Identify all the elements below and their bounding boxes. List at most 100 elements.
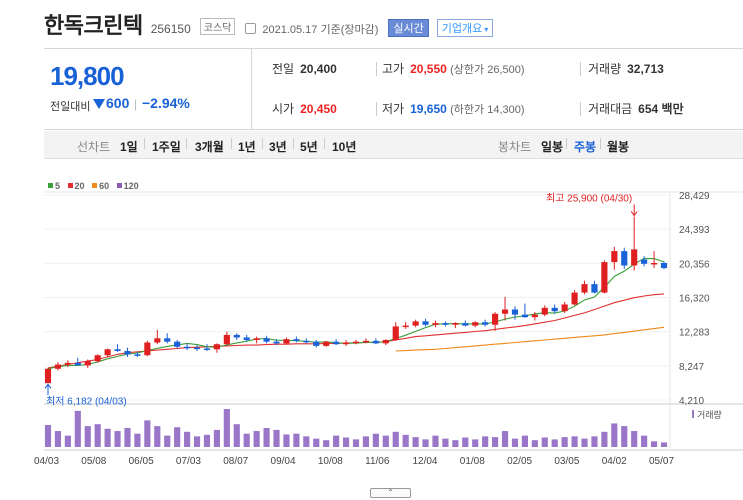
volume-bar: [521, 435, 528, 447]
volume-bar: [551, 439, 558, 447]
tab-3years[interactable]: 3년: [269, 140, 287, 154]
open-label: 시가: [272, 102, 295, 116]
open-value: 20,450: [300, 102, 337, 116]
chart-grid: [44, 191, 743, 451]
ma60-line: [395, 326, 665, 352]
tab-3months[interactable]: 3개월: [195, 140, 224, 154]
volume-bar: [94, 424, 101, 447]
volume-bar: [54, 431, 62, 447]
volume-bar: [561, 437, 568, 447]
x-tick-label: 04/02: [602, 456, 627, 467]
ma-legend: 5 20 60 120: [48, 181, 144, 191]
tab-monthly[interactable]: 월봉: [607, 140, 630, 154]
tab-divider: [293, 138, 294, 149]
candle-body: [253, 338, 260, 340]
lower-limit: (하한가 14,300): [450, 104, 525, 116]
volume-bar: [372, 433, 379, 447]
candle-body: [313, 341, 320, 346]
x-tick-label: 05/07: [649, 456, 674, 467]
y-tick-label: 12,283: [679, 328, 710, 339]
ma5-line: [47, 257, 665, 370]
candle-body: [382, 339, 389, 344]
candle-body: [174, 341, 181, 347]
candle-body: [44, 368, 52, 384]
candle-body: [621, 251, 628, 266]
prev-close-label: 전일: [272, 62, 295, 76]
volume-bar: [243, 433, 250, 447]
tab-divider: [600, 138, 601, 149]
x-tick-label: 04/03: [34, 456, 59, 467]
candle-body: [452, 323, 459, 325]
tab-5years[interactable]: 5년: [300, 140, 318, 154]
candle-body: [114, 349, 121, 351]
company-info-button[interactable]: 기업개요 ▾: [436, 19, 494, 37]
divider: [580, 102, 581, 116]
candle-body: [352, 341, 360, 344]
volume-bar: [581, 438, 588, 447]
volume-label: 거래량: [697, 409, 722, 420]
candle-body: [402, 325, 409, 328]
axis-ticks: 28,429 24,393 20,356 16,320 12,283 8,247 4,210…: [34, 191, 722, 467]
volume-bars: [44, 409, 694, 447]
volume-bar: [392, 431, 399, 447]
volume-bar: [402, 434, 409, 447]
candle-body: [601, 262, 608, 293]
candle-body: [94, 355, 101, 362]
volume-bar: [164, 435, 171, 447]
legend-label: 20: [74, 181, 85, 191]
amount-label: 거래대금: [588, 102, 633, 116]
stock-header: 한독크린텍 256150 코스닥 2021.05.17 기준(장마감) 실시간 …: [44, 8, 494, 38]
volume-bar: [233, 424, 240, 447]
volume-cell: 거래량 32,713: [588, 60, 664, 77]
tab-divider: [262, 138, 263, 149]
amount-cell: 거래대금 654 백만: [588, 100, 684, 117]
candle-body: [501, 309, 509, 314]
collapse-button[interactable]: ⌃: [370, 488, 411, 498]
tab-1day[interactable]: 1일: [120, 140, 138, 154]
candle-body: [223, 334, 230, 345]
tab-daily[interactable]: 일봉: [541, 140, 564, 154]
divider: [376, 102, 377, 116]
volume-bar: [134, 433, 141, 447]
volume-bar: [114, 431, 121, 447]
tab-1year[interactable]: 1년: [238, 140, 256, 154]
y-tick-label: 28,429: [679, 191, 710, 202]
volume-bar: [84, 426, 91, 447]
candle-body: [273, 341, 280, 344]
market-badge: 코스닥: [199, 18, 236, 35]
legend-label: 60: [99, 181, 110, 191]
volume-bar: [203, 434, 211, 447]
legend-label: 120: [123, 181, 139, 191]
realtime-button[interactable]: 실시간: [388, 19, 429, 37]
candle-body: [164, 338, 171, 342]
volume-bar: [44, 424, 52, 447]
price-summary: 19,800 전일대비 600 | −2.94% 전일 20,400 고가 20,5…: [44, 48, 743, 130]
tab-10years[interactable]: 10년: [332, 140, 357, 154]
stock-code: 256150: [150, 22, 191, 36]
x-tick-label: 02/05: [507, 456, 532, 467]
candle-body: [193, 347, 201, 350]
candle-body: [362, 340, 370, 343]
x-tick-label: 06/05: [129, 456, 154, 467]
candle-body: [571, 292, 578, 305]
low-cell: 저가 19,650 (하한가 14,300): [382, 100, 525, 117]
tab-weekly[interactable]: 주봉: [574, 140, 597, 154]
line-chart-label: 선차트: [77, 140, 111, 154]
y-tick-label: 24,393: [679, 225, 710, 236]
volume-bar: [342, 437, 350, 447]
tab-divider: [186, 138, 187, 149]
candle-body: [541, 307, 548, 315]
chevron-up-icon: ⌃: [387, 488, 394, 497]
tab-divider: [231, 138, 232, 149]
high-label: 고가: [382, 62, 405, 76]
volume-bar: [333, 435, 340, 447]
tab-divider: [566, 138, 567, 149]
tab-1week[interactable]: 1주일: [152, 140, 181, 154]
candle-body: [462, 323, 469, 326]
volume-bar: [293, 433, 300, 447]
x-tick-label: 12/04: [412, 456, 437, 467]
volume-bar: [74, 410, 81, 447]
tab-divider: [144, 138, 145, 149]
volume-bar: [154, 426, 161, 447]
